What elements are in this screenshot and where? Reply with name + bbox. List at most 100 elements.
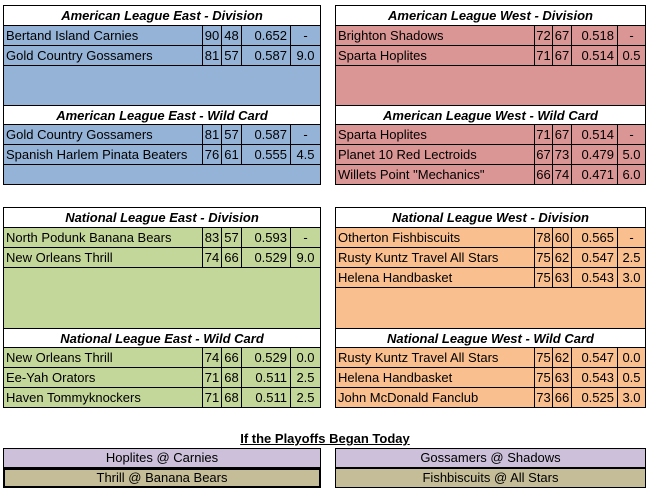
team-name: Sparta Hoplites [336, 46, 535, 65]
al-west-division-title: American League West - Division [336, 6, 645, 26]
table-row[interactable]: North Podunk Banana Bears 83 57 0.593 - [4, 228, 320, 248]
win-pct: 0.511 [242, 388, 291, 407]
games-back: 9.0 [296, 48, 315, 63]
win-pct: 0.543 [572, 368, 618, 387]
nl-east-panel: National League East - Division North Po… [3, 207, 321, 408]
team-name: Helena Handbasket [336, 368, 535, 387]
losses: 66 [553, 388, 572, 407]
team-name: Rusty Kuntz Travel All Stars [336, 248, 535, 267]
table-row[interactable]: Bertand Island Carnies 90 48 0.652 - [4, 26, 320, 46]
losses: 68 [222, 388, 242, 407]
wins: 74 [203, 348, 222, 367]
team-name: Haven Tommyknockers [4, 388, 203, 407]
table-row[interactable]: Rusty Kuntz Travel All Stars 75 62 0.547… [336, 248, 645, 268]
table-row[interactable]: Gold Country Gossamers 81 57 0.587 - [4, 125, 320, 145]
nl-east-division-title: National League East - Division [4, 208, 320, 228]
table-row[interactable]: Helena Handbasket 75 63 0.543 3.0 [336, 268, 645, 288]
team-name: Helena Handbasket [336, 268, 535, 287]
team-name: Brighton Shadows [336, 26, 535, 45]
losses: 57 [222, 46, 242, 65]
table-row[interactable]: Ee-Yah Orators 71 68 0.511 2.5 [4, 368, 320, 388]
win-pct: 0.514 [572, 125, 618, 144]
table-row[interactable]: New Orleans Thrill 74 66 0.529 9.0 [4, 248, 320, 268]
matchup-al-1[interactable]: Hoplites @ Carnies [3, 448, 321, 468]
losses: 66 [222, 248, 242, 267]
team-name: Ee-Yah Orators [4, 368, 203, 387]
table-row[interactable]: Haven Tommyknockers 71 68 0.511 2.5 [4, 388, 320, 408]
team-name: Otherton Fishbiscuits [336, 228, 535, 247]
games-back: - [303, 28, 308, 43]
team-name: North Podunk Banana Bears [4, 228, 203, 247]
win-pct: 0.587 [242, 46, 291, 65]
team-name: New Orleans Thrill [4, 348, 203, 367]
games-back: 0.5 [622, 48, 641, 63]
wins: 74 [203, 248, 222, 267]
wins: 72 [535, 26, 553, 45]
losses: 67 [553, 46, 572, 65]
team-name: Sparta Hoplites [336, 125, 535, 144]
team-name: Planet 10 Red Lectroids [336, 145, 535, 164]
playoffs-title: If the Playoffs Began Today [240, 431, 410, 446]
losses: 66 [222, 348, 242, 367]
table-row[interactable]: New Orleans Thrill 74 66 0.529 0.0 [4, 348, 320, 368]
team-name: John McDonald Fanclub [336, 388, 535, 407]
win-pct: 0.543 [572, 268, 618, 287]
table-row[interactable]: Helena Handbasket 75 63 0.543 0.5 [336, 368, 645, 388]
losses: 67 [553, 125, 572, 144]
losses: 48 [222, 26, 242, 45]
games-back: 6.0 [622, 167, 641, 182]
losses: 74 [553, 165, 572, 184]
table-row[interactable]: Gold Country Gossamers 81 57 0.587 9.0 [4, 46, 320, 66]
win-pct: 0.547 [572, 248, 618, 267]
wins: 71 [535, 46, 553, 65]
games-back: 2.5 [622, 250, 641, 265]
table-row[interactable]: Willets Point "Mechanics" 66 74 0.471 6.… [336, 165, 645, 185]
win-pct: 0.529 [242, 248, 291, 267]
table-row[interactable]: Planet 10 Red Lectroids 67 73 0.479 5.0 [336, 145, 645, 165]
wins: 71 [203, 388, 222, 407]
al-west-panel: American League West - Division Brighton… [335, 5, 646, 185]
losses: 57 [222, 125, 242, 144]
games-back: 3.0 [622, 270, 641, 285]
win-pct: 0.479 [572, 145, 618, 164]
matchup-nl-1[interactable]: Thrill @ Banana Bears [3, 468, 321, 488]
al-east-wildcard-title: American League East - Wild Card [4, 105, 320, 125]
losses: 63 [553, 368, 572, 387]
win-pct: 0.471 [572, 165, 618, 184]
table-row[interactable]: Brighton Shadows 72 67 0.518 - [336, 26, 645, 46]
table-row[interactable]: Sparta Hoplites 71 67 0.514 0.5 [336, 46, 645, 66]
wins: 90 [203, 26, 222, 45]
win-pct: 0.555 [242, 145, 291, 164]
losses: 73 [553, 145, 572, 164]
table-row[interactable]: Otherton Fishbiscuits 78 60 0.565 - [336, 228, 645, 248]
al-west-wildcard-title: American League West - Wild Card [336, 105, 645, 125]
team-name: Bertand Island Carnies [4, 26, 203, 45]
wins: 75 [535, 348, 553, 367]
nl-west-division-title: National League West - Division [336, 208, 645, 228]
wins: 78 [535, 228, 553, 247]
games-back: 2.5 [296, 390, 315, 405]
win-pct: 0.525 [572, 388, 618, 407]
wins: 71 [203, 368, 222, 387]
table-row[interactable]: John McDonald Fanclub 73 66 0.525 3.0 [336, 388, 645, 408]
al-east-division-title: American League East - Division [4, 6, 320, 26]
table-row[interactable]: Rusty Kuntz Travel All Stars 75 62 0.547… [336, 348, 645, 368]
table-row[interactable]: Sparta Hoplites 71 67 0.514 - [336, 125, 645, 145]
losses: 60 [553, 228, 572, 247]
losses: 63 [553, 268, 572, 287]
games-back: 0.0 [622, 350, 641, 365]
losses: 62 [553, 348, 572, 367]
win-pct: 0.547 [572, 348, 618, 367]
win-pct: 0.514 [572, 46, 618, 65]
wins: 76 [203, 145, 222, 164]
wins: 71 [535, 125, 553, 144]
wins: 67 [535, 145, 553, 164]
win-pct: 0.565 [572, 228, 618, 247]
matchup-nl-2[interactable]: Fishbiscuits @ All Stars [335, 468, 646, 488]
games-back: 0.5 [622, 370, 641, 385]
nl-west-wildcard-title: National League West - Wild Card [336, 328, 645, 348]
matchup-al-2[interactable]: Gossamers @ Shadows [335, 448, 646, 468]
games-back: 3.0 [622, 390, 641, 405]
team-name: New Orleans Thrill [4, 248, 203, 267]
table-row[interactable]: Spanish Harlem Pinata Beaters 76 61 0.55… [4, 145, 320, 165]
